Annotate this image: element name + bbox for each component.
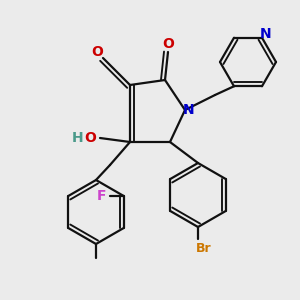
Text: H: H	[72, 131, 84, 145]
Text: O: O	[84, 131, 96, 145]
Text: O: O	[91, 45, 103, 59]
Text: F: F	[97, 189, 106, 203]
Text: N: N	[260, 27, 272, 41]
Text: Br: Br	[196, 242, 212, 256]
Text: N: N	[183, 103, 195, 117]
Text: O: O	[162, 37, 174, 51]
